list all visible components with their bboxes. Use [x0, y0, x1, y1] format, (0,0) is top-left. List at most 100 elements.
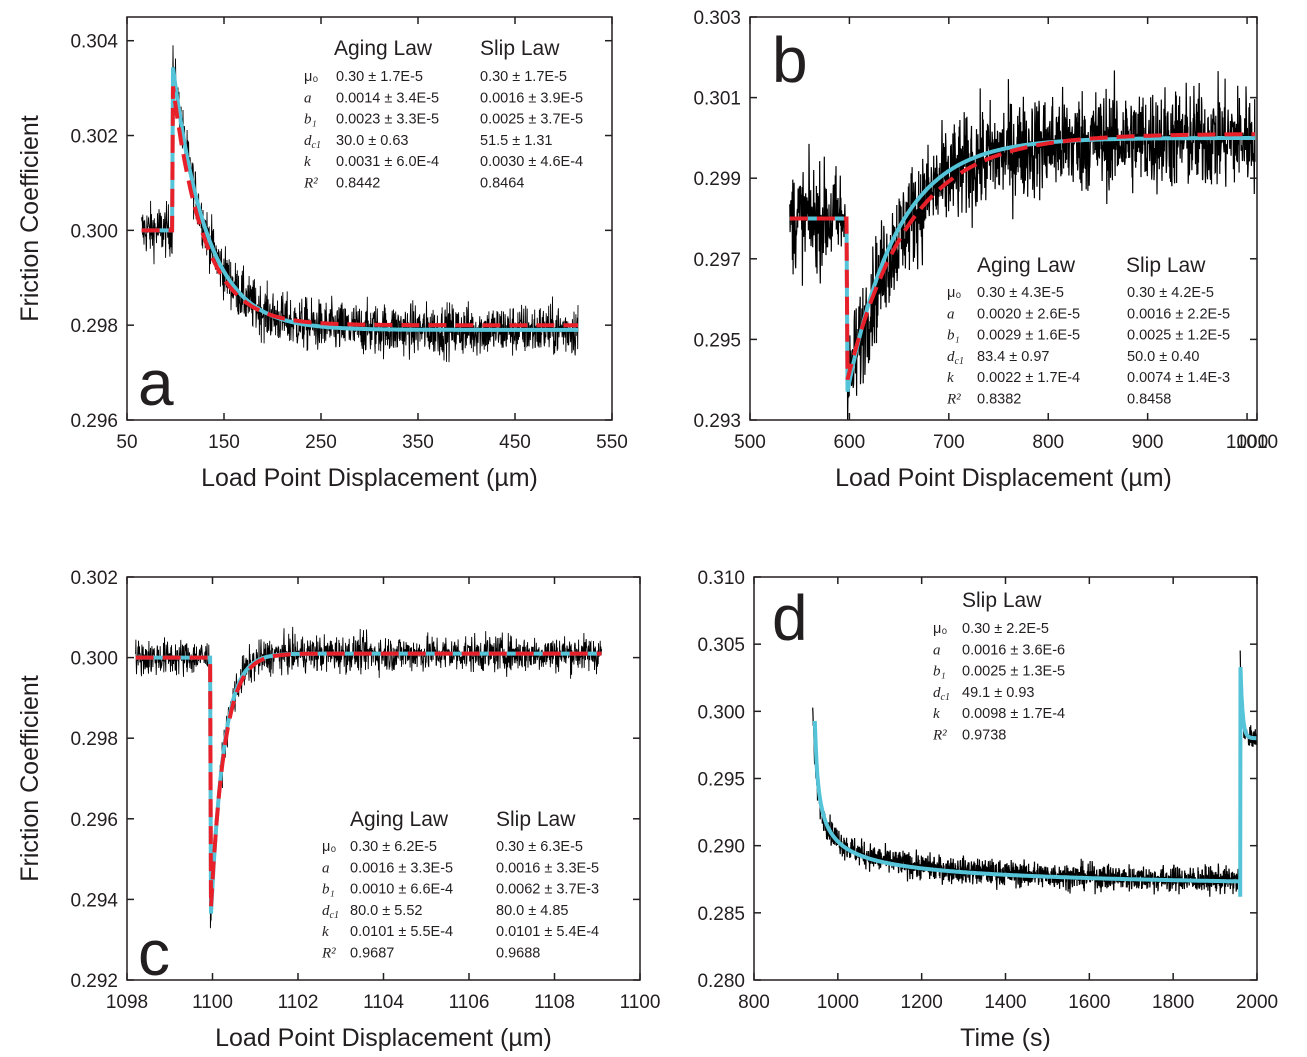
table-param-name: b₁ [933, 664, 946, 680]
table-cell-slip: 0.8464 [480, 176, 524, 192]
x-tick-label: 1102 [278, 992, 319, 1013]
x-tick-label: 1098 [106, 992, 148, 1013]
table-param-name: R² [932, 728, 947, 744]
table-cell-aging: 0.8442 [336, 176, 380, 192]
y-tick-label: 0.293 [693, 411, 741, 432]
table-cell-slip: 49.1 ± 0.93 [962, 685, 1034, 701]
table-cell-slip: 0.0025 ± 1.2E-5 [1127, 328, 1230, 344]
series-aging-fit-line [789, 132, 1255, 381]
y-tick-label: 0.302 [70, 127, 118, 148]
table-cell-aging: 0.8382 [977, 392, 1021, 408]
y-tick-label: 0.300 [697, 702, 745, 723]
y-tick-label: 0.285 [697, 904, 745, 925]
x-tick-label: 50 [116, 432, 137, 453]
table-param-name: k [304, 154, 311, 170]
plot-area [812, 650, 1257, 897]
x-tick-label: 800 [1032, 432, 1064, 453]
table-header-slip-law: Slip Law [480, 37, 560, 60]
y-tick-label: 0.294 [70, 890, 118, 911]
y-tick-label: 0.300 [70, 221, 118, 242]
table-cell-slip: 0.0062 ± 3.7E-3 [496, 882, 599, 898]
y-tick-label: 0.304 [70, 32, 118, 53]
x-tick-label: 1106 [449, 992, 490, 1013]
table-cell-aging: 83.4 ± 0.97 [977, 349, 1049, 365]
plot-frame [126, 576, 641, 981]
table-cell-slip: 51.5 ± 1.31 [480, 133, 552, 149]
table-cell-slip: 0.0074 ± 1.4E-3 [1127, 370, 1230, 386]
x-tick-label: 1800 [1152, 992, 1194, 1013]
x-tick-label: 1400 [984, 992, 1026, 1013]
y-tick-label: 0.296 [70, 810, 118, 831]
x-tick-label: 1104 [363, 992, 404, 1013]
panel-label: b [772, 24, 808, 96]
x-tick-label: 1010 [1236, 432, 1278, 453]
y-tick-label: 0.300 [70, 649, 118, 670]
table-cell-slip: 50.0 ± 0.40 [1127, 349, 1199, 365]
table-cell-slip: 0.0101 ± 5.4E-4 [496, 924, 599, 940]
table-cell-slip: 0.0098 ± 1.7E-4 [962, 706, 1065, 722]
table-cell-slip: 0.0016 ± 3.3E-5 [496, 860, 599, 876]
x-axis-title: Time (s) [960, 1024, 1051, 1052]
y-tick-label: 0.296 [70, 411, 118, 432]
table-param-name: b₁ [947, 328, 960, 344]
x-tick-label: 1000 [817, 992, 859, 1013]
table-param-name: μ₀ [322, 839, 336, 855]
plot-area [141, 45, 579, 363]
y-tick-label: 0.290 [697, 837, 745, 858]
table-param-name: R² [946, 392, 961, 408]
table-cell-slip: 0.30 ± 4.2E-5 [1127, 285, 1214, 301]
parameter-table: Aging Law Slip Law μ₀ 0.30 ± 1.7E-5 0.30 ± 1… [303, 37, 583, 192]
x-tick-label: 600 [834, 432, 866, 453]
x-tick-label: 500 [734, 432, 766, 453]
x-tick-label: 900 [1132, 432, 1164, 453]
table-cell-aging: 0.0031 ± 6.0E-4 [336, 154, 439, 170]
table-cell-aging: 0.0023 ± 3.3E-5 [336, 112, 439, 128]
x-tick-label: 2000 [1236, 992, 1278, 1013]
x-axis-title: Load Point Displacement (µm) [835, 464, 1172, 492]
table-cell-slip: 0.30 ± 2.2E-5 [962, 621, 1049, 637]
x-tick-label: 1000 [1226, 432, 1268, 453]
table-cell-slip: 80.0 ± 4.85 [496, 903, 568, 919]
series-slip-fit-line [812, 720, 1241, 884]
y-tick-label: 0.305 [697, 635, 745, 656]
table-cell-aging: 0.0101 ± 5.5E-4 [350, 924, 453, 940]
chart-panel-a: 0.296 0.298 0.300 0.302 0.304 50 150 250 350 450 5… [16, 16, 628, 492]
table-cell-aging: 0.30 ± 4.3E-5 [977, 285, 1064, 301]
table-cell-aging: 0.30 ± 6.2E-5 [350, 839, 437, 855]
table-param-name: k [933, 706, 940, 722]
y-tick-label: 0.302 [70, 568, 118, 589]
chart-panel-b: 0.293 0.295 0.297 0.299 0.301 0.303 500 600 700 8… [693, 8, 1278, 492]
table-cell-slip: 0.30 ± 6.3E-5 [496, 839, 583, 855]
x-tick-label: 1100 [192, 992, 233, 1013]
y-axis-title: Friction Coefficient [16, 675, 44, 882]
table-param-name: dc1 [304, 133, 321, 151]
x-tick-label: 450 [499, 432, 531, 453]
table-param-name: μ₀ [947, 285, 961, 301]
y-tick-label: 0.298 [70, 729, 118, 750]
table-param-name: dc1 [933, 685, 950, 703]
series-slip-fit-line [789, 136, 1255, 392]
table-cell-slip: 0.9688 [496, 946, 540, 962]
plot-frame [126, 16, 613, 421]
table-cell-aging: 0.0014 ± 3.4E-5 [336, 90, 439, 106]
y-tick-label: 0.295 [697, 770, 745, 791]
table-cell-aging: 0.0020 ± 2.6E-5 [977, 306, 1080, 322]
table-param-name: a [933, 642, 941, 658]
y-tick-label: 0.295 [693, 330, 741, 351]
y-tick-label: 0.303 [693, 8, 741, 29]
table-cell-slip: 0.0030 ± 4.6E-4 [480, 154, 583, 170]
table-cell-slip: 0.0016 ± 2.2E-5 [1127, 306, 1230, 322]
table-cell-aging: 0.0016 ± 3.3E-5 [350, 860, 453, 876]
x-tick-label: 1108 [534, 992, 575, 1013]
table-param-name: k [322, 924, 329, 940]
series-slip-fit-line [141, 67, 578, 332]
y-tick-label: 0.298 [70, 316, 118, 337]
table-cell-aging: 0.0022 ± 1.7E-4 [977, 370, 1080, 386]
chart-panel-c: 0.292 0.294 0.296 0.298 0.300 0.302 1098 1100 11… [16, 568, 660, 1052]
table-cell-aging: 0.9687 [350, 946, 394, 962]
table-param-name: dc1 [947, 349, 964, 367]
x-tick-label: 250 [305, 432, 337, 453]
series-aging-fit-line [135, 651, 602, 907]
table-header-aging-law: Aging Law [334, 37, 433, 60]
